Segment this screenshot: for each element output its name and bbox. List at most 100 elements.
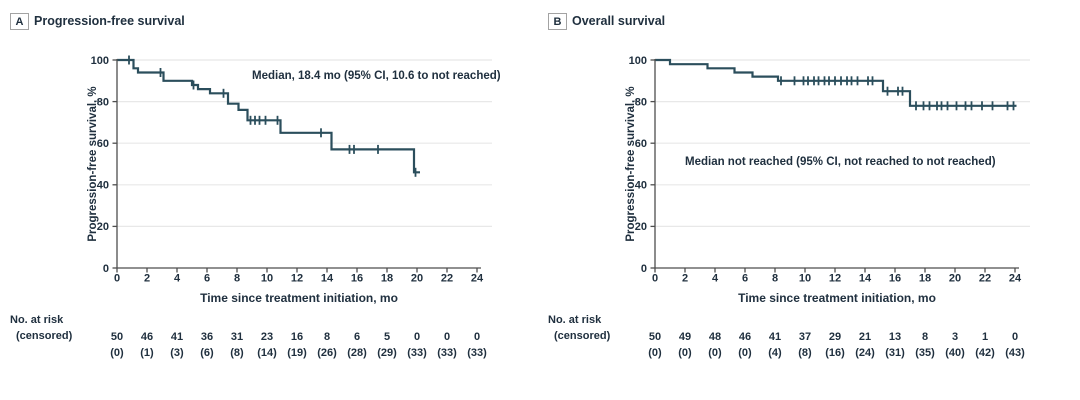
censored-count: (0): [738, 347, 752, 359]
x-tick-label: 16: [351, 273, 363, 285]
censored-count: (40): [945, 347, 965, 359]
censored-count: (0): [708, 347, 722, 359]
censored-count: (6): [200, 347, 214, 359]
x-tick-label: 10: [799, 273, 811, 285]
panel-overall-survival: 0 20 40 60 80 100 0 2 4 6 8 10 12 14 16 18 20 22 24 50 (0) 49…: [538, 0, 1080, 400]
censored-count: (0): [678, 347, 692, 359]
y-tick-label: 40: [635, 180, 647, 192]
x-tick-label: 0: [114, 273, 120, 285]
x-tick-label: 6: [204, 273, 210, 285]
at-risk-count: 41: [769, 331, 781, 343]
y-tick-label: 60: [635, 138, 647, 150]
y-axis-label: Progression-free survival, %: [87, 86, 99, 242]
x-tick-label: 22: [979, 273, 991, 285]
censored-count: (16): [825, 347, 845, 359]
x-tick-label: 14: [859, 273, 872, 285]
at-risk-count: 46: [141, 331, 153, 343]
censored-count: (14): [257, 347, 277, 359]
x-tick-label: 4: [174, 273, 181, 285]
x-tick-label: 18: [381, 273, 393, 285]
at-risk-count: 21: [859, 331, 871, 343]
risk-table-censored-label: (censored): [16, 330, 73, 342]
km-curve: [655, 58, 1017, 107]
median-annotation: Median not reached (95% CI, not reached …: [685, 156, 996, 168]
x-tick-label: 12: [829, 273, 841, 285]
at-risk-count: 36: [201, 331, 213, 343]
censored-count: (4): [768, 347, 782, 359]
y-tick-label: 60: [97, 138, 109, 150]
censored-count: (42): [975, 347, 995, 359]
censored-count: (26): [317, 347, 337, 359]
median-annotation: Median, 18.4 mo (95% CI, 10.6 to not rea…: [252, 70, 501, 82]
risk-table-label: No. at risk: [10, 314, 64, 326]
y-tick-label: 80: [97, 96, 109, 108]
panel-letter-box: A: [10, 13, 29, 30]
at-risk-count: 50: [111, 331, 123, 343]
censored-count: (19): [287, 347, 307, 359]
at-risk-count: 16: [291, 331, 303, 343]
panel-letter: A: [15, 16, 24, 28]
at-risk-count: 6: [354, 331, 360, 343]
panel-title: Progression-free survival: [34, 14, 185, 28]
risk-table-label: No. at risk: [548, 314, 602, 326]
y-axis-label: Progression-free survival, %: [625, 86, 637, 242]
at-risk-count: 0: [444, 331, 450, 343]
censored-count: (33): [407, 347, 427, 359]
at-risk-count: 48: [709, 331, 721, 343]
panel-letter: B: [553, 16, 562, 28]
x-tick-label: 12: [291, 273, 303, 285]
at-risk-count: 31: [231, 331, 243, 343]
at-risk-count: 3: [952, 331, 958, 343]
km-curve: [117, 58, 420, 174]
at-risk-count: 0: [474, 331, 480, 343]
censored-count: (8): [230, 347, 244, 359]
at-risk-count: 13: [889, 331, 901, 343]
censored-count: (0): [110, 347, 124, 359]
x-tick-label: 4: [712, 273, 719, 285]
x-tick-label: 16: [889, 273, 901, 285]
panel-progression-free-survival: 0 20 40 60 80 100 0 2 4 6 8 10 12 14 16 18 20 22 24 50 (0) 46…: [10, 13, 501, 359]
at-risk-count: 23: [261, 331, 273, 343]
panel-title: Overall survival: [572, 14, 666, 28]
x-axis-label: Time since treatment initiation, mo: [738, 291, 936, 305]
at-risk-count: 50: [649, 331, 661, 343]
at-risk-count: 0: [414, 331, 420, 343]
at-risk-count: 8: [324, 331, 330, 343]
x-tick-label: 6: [742, 273, 748, 285]
at-risk-count: 5: [384, 331, 390, 343]
x-tick-label: 0: [652, 273, 658, 285]
y-tick-label: 40: [97, 180, 109, 192]
x-tick-label: 2: [682, 273, 688, 285]
panel-letter-box: B: [548, 13, 567, 30]
censored-count: (43): [1005, 347, 1025, 359]
x-tick-label: 14: [321, 273, 334, 285]
x-tick-label: 10: [261, 273, 273, 285]
x-tick-label: 18: [919, 273, 931, 285]
at-risk-count: 41: [171, 331, 183, 343]
y-tick-label: 20: [97, 221, 109, 233]
y-tick-label: 100: [629, 55, 647, 67]
at-risk-count: 1: [982, 331, 988, 343]
x-tick-label: 24: [1009, 273, 1022, 285]
at-risk-count: 46: [739, 331, 751, 343]
x-tick-label: 20: [411, 273, 423, 285]
at-risk-count: 49: [679, 331, 691, 343]
censored-count: (29): [377, 347, 397, 359]
y-tick-label: 0: [641, 263, 647, 275]
x-tick-label: 2: [144, 273, 150, 285]
x-tick-label: 22: [441, 273, 453, 285]
at-risk-count: 37: [799, 331, 811, 343]
x-tick-label: 8: [772, 273, 778, 285]
censored-count: (35): [915, 347, 935, 359]
y-tick-label: 0: [103, 263, 109, 275]
censored-count: (0): [648, 347, 662, 359]
censored-count: (3): [170, 347, 184, 359]
y-tick-label: 20: [635, 221, 647, 233]
x-tick-label: 8: [234, 273, 240, 285]
at-risk-count: 0: [1012, 331, 1018, 343]
censored-count: (33): [467, 347, 487, 359]
at-risk-count: 29: [829, 331, 841, 343]
censored-count: (24): [855, 347, 875, 359]
